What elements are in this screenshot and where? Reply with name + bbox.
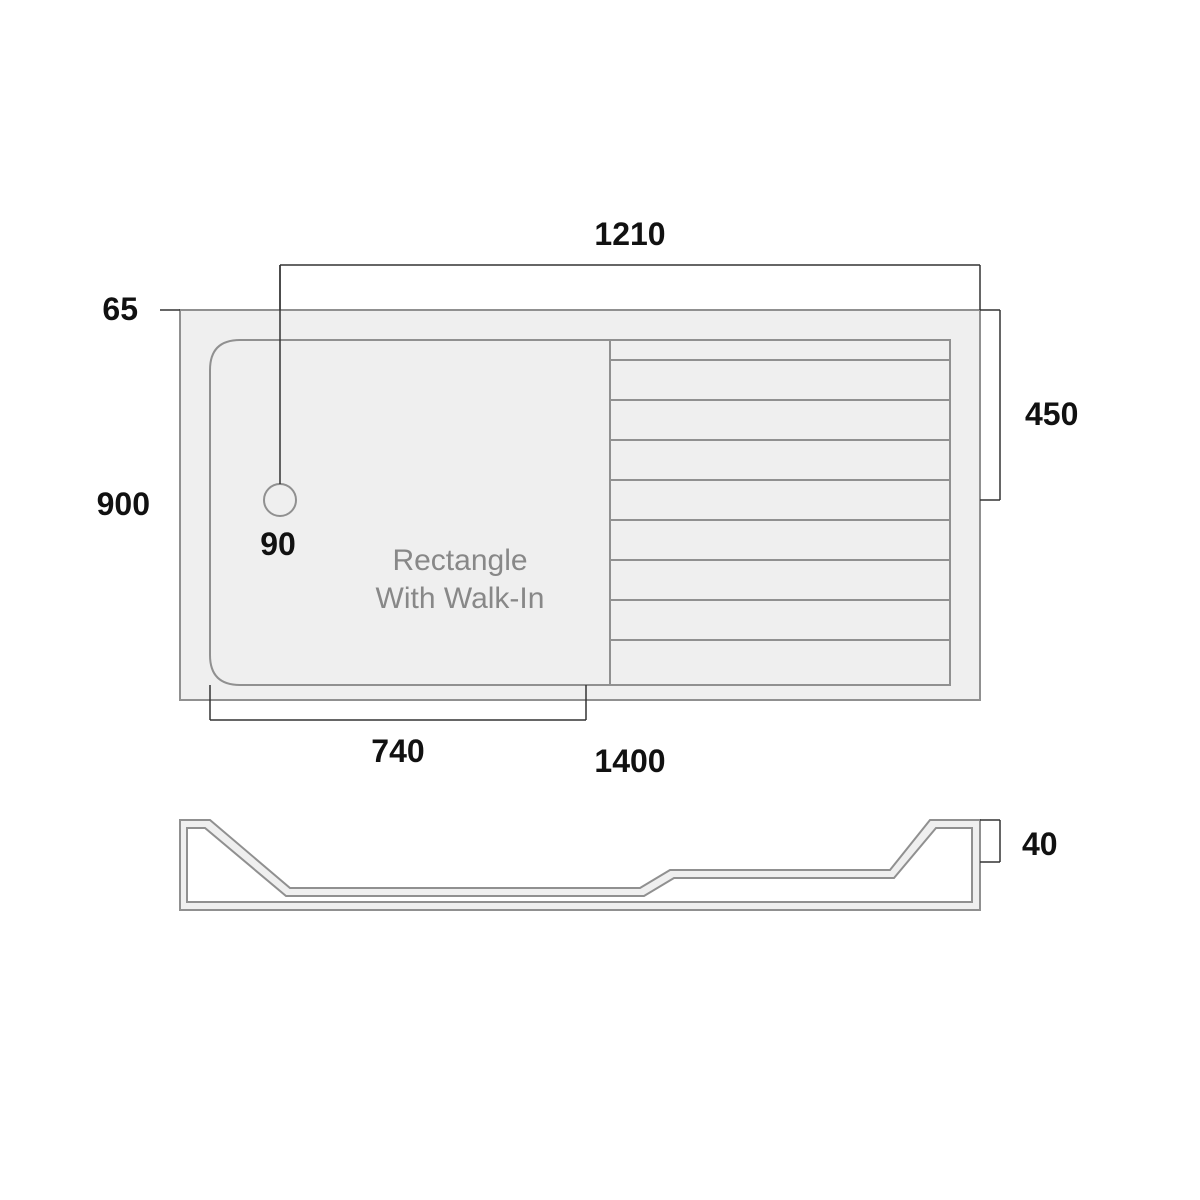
dim-total-width-label: 1400	[594, 743, 665, 779]
dim-right-depth-label: 450	[1025, 396, 1078, 432]
dim-drain-label: 90	[260, 526, 296, 562]
dim-top-width-label: 1210	[594, 216, 665, 252]
dim-profile-depth	[980, 820, 1000, 862]
dim-open-width-label: 740	[371, 733, 424, 769]
dim-top-width	[280, 265, 980, 310]
technical-drawing: 1210 65 450 900 90 740 1400 Rectangle Wi…	[0, 0, 1200, 1200]
caption-line-2: With Walk-In	[376, 582, 545, 615]
dim-profile-depth-label: 40	[1022, 826, 1058, 862]
dim-total-height-label: 900	[97, 486, 150, 522]
tray-inner	[210, 340, 950, 685]
drain-hole	[264, 484, 296, 516]
dim-left-lip-label: 65	[102, 291, 138, 327]
plan-view: 1210 65 450 900 90 740 1400 Rectangle Wi…	[97, 216, 1079, 779]
caption-line-1: Rectangle	[392, 544, 527, 577]
dim-right-depth	[980, 310, 1000, 500]
profile-view: 40	[180, 820, 1058, 910]
